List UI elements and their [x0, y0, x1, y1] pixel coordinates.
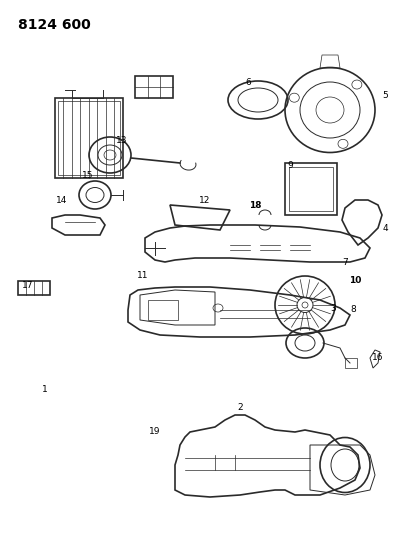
Text: 17: 17	[22, 280, 34, 289]
Bar	[135, 76, 173, 98]
Text: 14: 14	[56, 196, 67, 205]
Bar	[284, 163, 336, 215]
Text: 11: 11	[137, 271, 148, 279]
Text: 12: 12	[199, 196, 210, 205]
Text: 18: 18	[248, 200, 261, 209]
Bar	[55, 98, 123, 178]
Text: 1: 1	[42, 385, 48, 394]
Bar	[288, 167, 332, 211]
Text: 16: 16	[371, 353, 383, 362]
Text: 3: 3	[329, 303, 335, 312]
Text: 4: 4	[381, 223, 387, 232]
Text: 15: 15	[82, 171, 94, 180]
Text: 8: 8	[349, 305, 355, 314]
Text: 2: 2	[237, 403, 242, 413]
Bar	[18, 281, 50, 295]
Bar	[344, 358, 356, 368]
Text: 10: 10	[348, 276, 360, 285]
Text: 5: 5	[381, 91, 387, 100]
Text: 8124 600: 8124 600	[18, 18, 90, 32]
Text: 13: 13	[116, 135, 128, 144]
Bar	[148, 300, 178, 320]
Text: 19: 19	[149, 427, 160, 437]
Text: 9: 9	[286, 160, 292, 169]
Text: 6: 6	[245, 77, 250, 86]
Bar	[58, 101, 120, 175]
Text: 7: 7	[341, 257, 347, 266]
